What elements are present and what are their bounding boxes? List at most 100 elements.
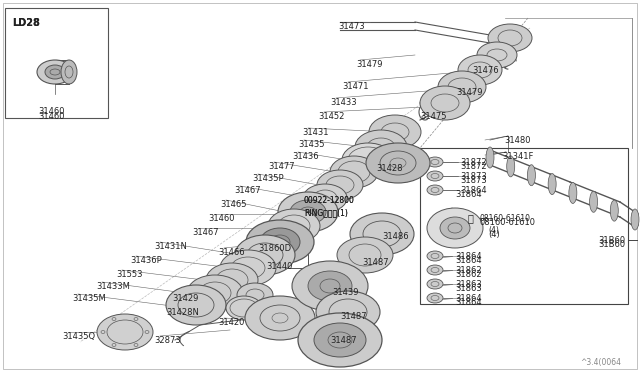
Ellipse shape <box>292 261 368 311</box>
Ellipse shape <box>427 265 443 275</box>
Text: 31429: 31429 <box>172 294 198 303</box>
Text: 31428N: 31428N <box>166 308 199 317</box>
Text: 31864: 31864 <box>455 256 482 265</box>
Ellipse shape <box>97 314 153 350</box>
Text: 31479: 31479 <box>456 88 483 97</box>
Text: 00922-12800: 00922-12800 <box>304 196 355 205</box>
Text: 31863: 31863 <box>455 284 482 293</box>
Ellipse shape <box>337 237 393 273</box>
Text: 31487: 31487 <box>362 258 388 267</box>
Ellipse shape <box>278 192 338 232</box>
Text: 31B60: 31B60 <box>598 240 625 249</box>
Text: 31435P: 31435P <box>252 174 284 183</box>
Text: (4): (4) <box>488 226 499 235</box>
Text: 31476: 31476 <box>472 66 499 75</box>
Text: 31860D: 31860D <box>258 244 291 253</box>
Text: 31460: 31460 <box>208 214 234 223</box>
Ellipse shape <box>316 291 380 333</box>
Ellipse shape <box>61 60 77 84</box>
Text: 31431: 31431 <box>302 128 328 137</box>
Ellipse shape <box>458 55 502 85</box>
Text: LD28: LD28 <box>12 18 40 28</box>
Ellipse shape <box>427 157 443 167</box>
Ellipse shape <box>427 208 483 248</box>
Text: 31864: 31864 <box>455 298 482 307</box>
Text: 31477: 31477 <box>268 162 294 171</box>
Text: 31439: 31439 <box>332 288 358 297</box>
Ellipse shape <box>226 296 262 320</box>
Text: 31473: 31473 <box>338 22 365 31</box>
Ellipse shape <box>303 184 347 212</box>
Ellipse shape <box>548 174 556 195</box>
Text: 31467: 31467 <box>234 186 260 195</box>
Text: 31440: 31440 <box>266 262 292 271</box>
Ellipse shape <box>427 251 443 261</box>
Ellipse shape <box>486 147 494 168</box>
Text: 31486: 31486 <box>382 232 408 241</box>
Ellipse shape <box>427 185 443 195</box>
Text: RINGリング(1): RINGリング(1) <box>304 208 348 217</box>
Text: 31465: 31465 <box>220 200 246 209</box>
Ellipse shape <box>355 130 407 164</box>
Text: 31420: 31420 <box>218 318 244 327</box>
Ellipse shape <box>507 156 515 177</box>
Text: 31487: 31487 <box>330 336 356 345</box>
Ellipse shape <box>631 209 639 230</box>
Text: 08160-61610: 08160-61610 <box>480 218 536 227</box>
Text: 31487: 31487 <box>340 312 367 321</box>
Text: 31B60: 31B60 <box>598 236 625 245</box>
Ellipse shape <box>369 115 421 149</box>
Ellipse shape <box>440 217 470 239</box>
Text: 31433M: 31433M <box>96 282 130 291</box>
Text: 31864: 31864 <box>455 190 482 199</box>
Bar <box>5 8 108 118</box>
Ellipse shape <box>488 24 532 52</box>
Ellipse shape <box>37 60 73 84</box>
Text: 31872: 31872 <box>460 158 486 167</box>
Text: 31460: 31460 <box>38 107 65 116</box>
Text: 31479: 31479 <box>356 60 383 69</box>
Text: 31467: 31467 <box>192 228 219 237</box>
Ellipse shape <box>427 171 443 181</box>
Text: 31863: 31863 <box>455 280 482 289</box>
Ellipse shape <box>260 228 300 256</box>
Text: 31480: 31480 <box>504 136 531 145</box>
Text: 31864: 31864 <box>455 294 482 303</box>
Ellipse shape <box>330 156 378 188</box>
Text: 31452: 31452 <box>318 112 344 121</box>
Text: (4): (4) <box>488 230 500 239</box>
Ellipse shape <box>420 86 470 120</box>
Ellipse shape <box>237 283 273 307</box>
Bar <box>252 234 308 268</box>
Text: ^3.4(0064: ^3.4(0064 <box>580 358 621 367</box>
Ellipse shape <box>317 170 363 200</box>
Ellipse shape <box>314 323 366 357</box>
Text: 31341F: 31341F <box>502 152 533 161</box>
Text: 32873: 32873 <box>154 336 180 345</box>
Ellipse shape <box>366 143 430 183</box>
Ellipse shape <box>611 200 618 221</box>
Ellipse shape <box>187 275 243 311</box>
Ellipse shape <box>477 42 517 68</box>
Bar <box>420 148 628 304</box>
Text: 31873: 31873 <box>460 176 487 185</box>
Text: 31553: 31553 <box>116 270 143 279</box>
Text: Ⓑ: Ⓑ <box>467 213 473 223</box>
Ellipse shape <box>589 191 598 212</box>
Text: 31872: 31872 <box>460 162 486 171</box>
Text: 31471: 31471 <box>342 82 369 91</box>
Ellipse shape <box>527 165 536 186</box>
Text: 31435M: 31435M <box>72 294 106 303</box>
Text: 31862: 31862 <box>455 270 482 279</box>
Text: LD28: LD28 <box>12 18 40 28</box>
Text: 31466: 31466 <box>218 248 244 257</box>
Text: 31460: 31460 <box>38 112 65 121</box>
Text: 08160-61610: 08160-61610 <box>480 214 531 223</box>
Text: 31864: 31864 <box>455 252 482 261</box>
Text: 31431N: 31431N <box>154 242 187 251</box>
Text: 31436P: 31436P <box>130 256 162 265</box>
Text: 31428: 31428 <box>376 164 403 173</box>
Text: 00922-12800: 00922-12800 <box>304 196 355 205</box>
Ellipse shape <box>290 200 326 224</box>
Text: RINGリング(1): RINGリング(1) <box>304 208 348 217</box>
